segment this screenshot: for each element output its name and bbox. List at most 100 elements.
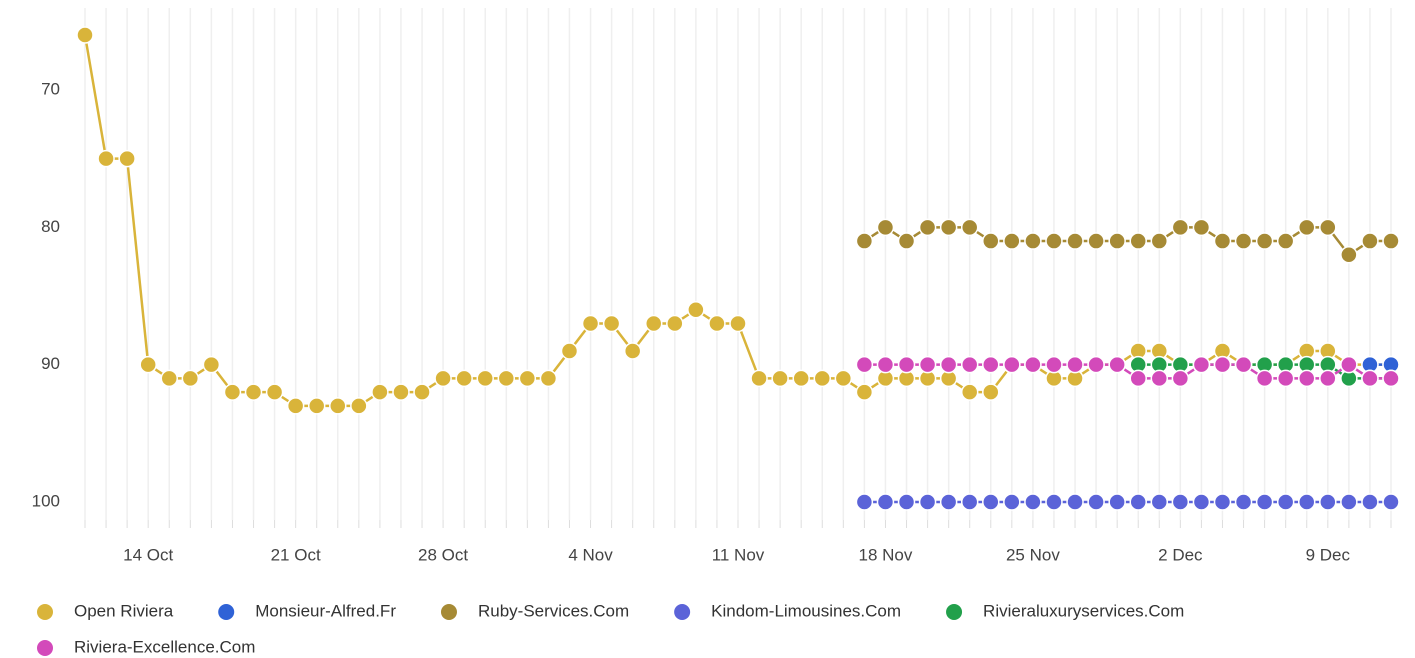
x-tick-label: 14 Oct bbox=[123, 545, 173, 564]
point bbox=[1024, 355, 1042, 374]
legend-swatch bbox=[674, 604, 691, 620]
point bbox=[1276, 232, 1295, 250]
point bbox=[1319, 218, 1337, 237]
point bbox=[602, 314, 621, 333]
point bbox=[1150, 493, 1169, 511]
point bbox=[960, 218, 979, 237]
point bbox=[139, 355, 157, 374]
point bbox=[813, 369, 832, 388]
point bbox=[1255, 369, 1274, 388]
point bbox=[455, 369, 473, 388]
legend-swatch bbox=[37, 604, 53, 620]
point bbox=[1108, 355, 1126, 374]
point bbox=[1361, 232, 1379, 250]
point bbox=[771, 369, 789, 388]
point bbox=[265, 383, 284, 401]
point bbox=[1213, 232, 1232, 250]
point bbox=[476, 369, 494, 388]
grid bbox=[84, 8, 1392, 528]
point bbox=[1192, 355, 1211, 374]
point bbox=[1255, 493, 1274, 511]
point bbox=[876, 218, 895, 237]
point bbox=[1192, 218, 1211, 237]
point bbox=[729, 314, 747, 333]
point bbox=[1319, 369, 1337, 388]
point bbox=[623, 342, 642, 360]
point bbox=[1129, 232, 1147, 250]
point bbox=[118, 149, 136, 168]
point bbox=[1087, 493, 1105, 511]
point bbox=[1234, 493, 1253, 511]
point bbox=[76, 26, 94, 44]
dots bbox=[76, 26, 1400, 511]
point bbox=[581, 314, 600, 333]
point bbox=[897, 493, 916, 511]
point bbox=[1045, 493, 1063, 511]
point bbox=[876, 493, 895, 511]
point bbox=[1340, 355, 1358, 374]
point bbox=[897, 232, 916, 250]
point bbox=[1340, 493, 1358, 511]
point bbox=[687, 300, 705, 319]
point bbox=[1382, 493, 1400, 511]
point bbox=[792, 369, 810, 388]
point bbox=[1024, 493, 1042, 511]
point bbox=[329, 397, 347, 415]
point bbox=[1234, 232, 1253, 250]
legend-swatch bbox=[218, 604, 235, 620]
point bbox=[960, 493, 979, 511]
point bbox=[644, 314, 663, 333]
point bbox=[1150, 232, 1169, 250]
point bbox=[960, 383, 979, 401]
point bbox=[1108, 232, 1126, 250]
point bbox=[855, 355, 874, 374]
point bbox=[1276, 493, 1295, 511]
point bbox=[560, 342, 579, 360]
point bbox=[750, 369, 768, 388]
point bbox=[918, 218, 937, 237]
point bbox=[1129, 369, 1147, 388]
point bbox=[708, 314, 726, 333]
legend-label: Ruby-Services.Com bbox=[478, 601, 629, 620]
y-tick-label: 100 bbox=[32, 492, 60, 511]
point bbox=[1382, 369, 1400, 388]
point bbox=[960, 355, 979, 374]
point bbox=[1192, 493, 1211, 511]
point bbox=[244, 383, 263, 401]
point bbox=[1066, 493, 1084, 511]
y-tick-label: 90 bbox=[41, 354, 60, 373]
x-tick-label: 18 Nov bbox=[859, 545, 913, 564]
point bbox=[434, 369, 452, 388]
x-tick-label: 4 Nov bbox=[568, 545, 613, 564]
y-tick-label: 70 bbox=[41, 79, 60, 98]
x-tick-label: 11 Nov bbox=[712, 545, 765, 564]
point bbox=[982, 383, 1000, 401]
x-tick-label: 2 Dec bbox=[1158, 545, 1203, 564]
point bbox=[918, 493, 937, 511]
point bbox=[1171, 369, 1190, 388]
point bbox=[350, 397, 368, 415]
point bbox=[855, 232, 874, 250]
point bbox=[1213, 355, 1232, 374]
point bbox=[939, 355, 958, 374]
legend-label: Monsieur-Alfred.Fr bbox=[255, 601, 396, 620]
point bbox=[834, 369, 853, 388]
point bbox=[392, 383, 410, 401]
point bbox=[1213, 493, 1232, 511]
point bbox=[1319, 493, 1337, 511]
point bbox=[855, 493, 874, 511]
point bbox=[1276, 369, 1295, 388]
point bbox=[1087, 355, 1105, 374]
point bbox=[1361, 369, 1379, 388]
point bbox=[1087, 232, 1105, 250]
legend-swatch bbox=[440, 604, 457, 620]
point bbox=[1234, 355, 1253, 374]
legend: Open Riviera Monsieur-Alfred.Fr Ruby-Servi… bbox=[37, 601, 1184, 656]
y-tick-label: 80 bbox=[41, 217, 60, 236]
point bbox=[1297, 218, 1316, 237]
point bbox=[97, 149, 115, 168]
point bbox=[939, 218, 958, 237]
x-tick-label: 25 Nov bbox=[1006, 545, 1060, 564]
x-tick-label: 21 Oct bbox=[271, 545, 321, 564]
